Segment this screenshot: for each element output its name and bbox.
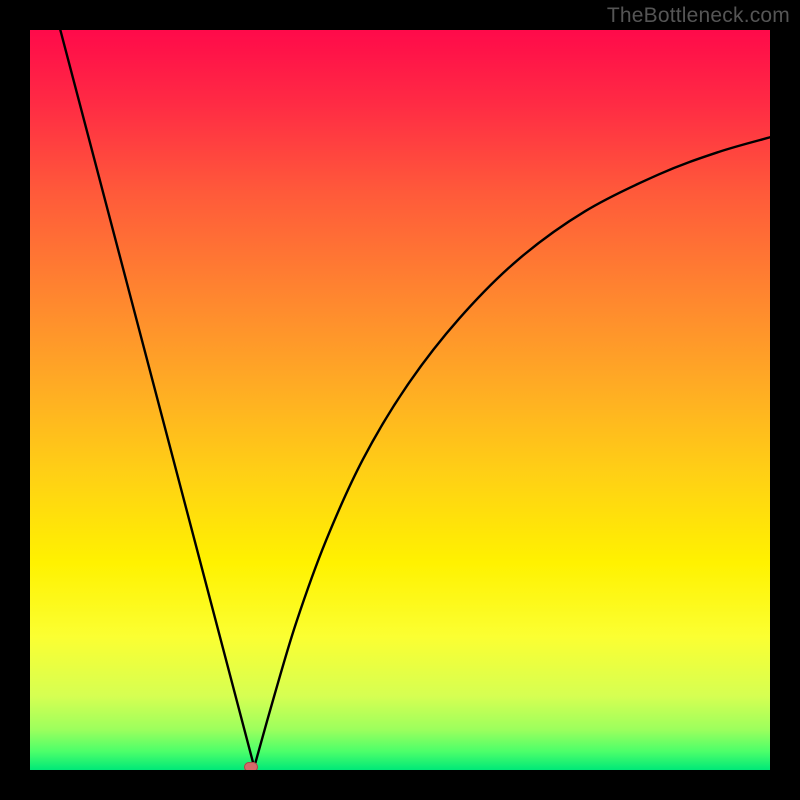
minimum-marker — [244, 762, 258, 770]
curve-line — [30, 30, 770, 770]
watermark-text: TheBottleneck.com — [607, 4, 790, 28]
chart-frame: TheBottleneck.com — [0, 0, 800, 800]
plot-area — [30, 30, 770, 770]
